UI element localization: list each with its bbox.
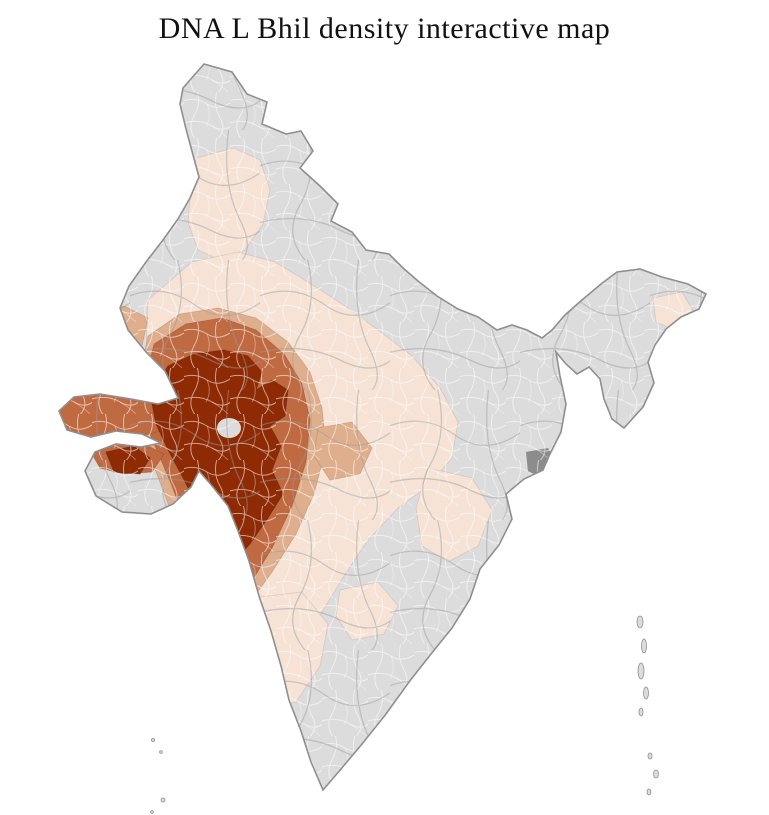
lakshadweep-islands[interactable] bbox=[150, 738, 166, 814]
page-title: DNA L Bhil density interactive map bbox=[158, 12, 611, 45]
andaman-nicobar-islands[interactable] bbox=[636, 615, 659, 796]
